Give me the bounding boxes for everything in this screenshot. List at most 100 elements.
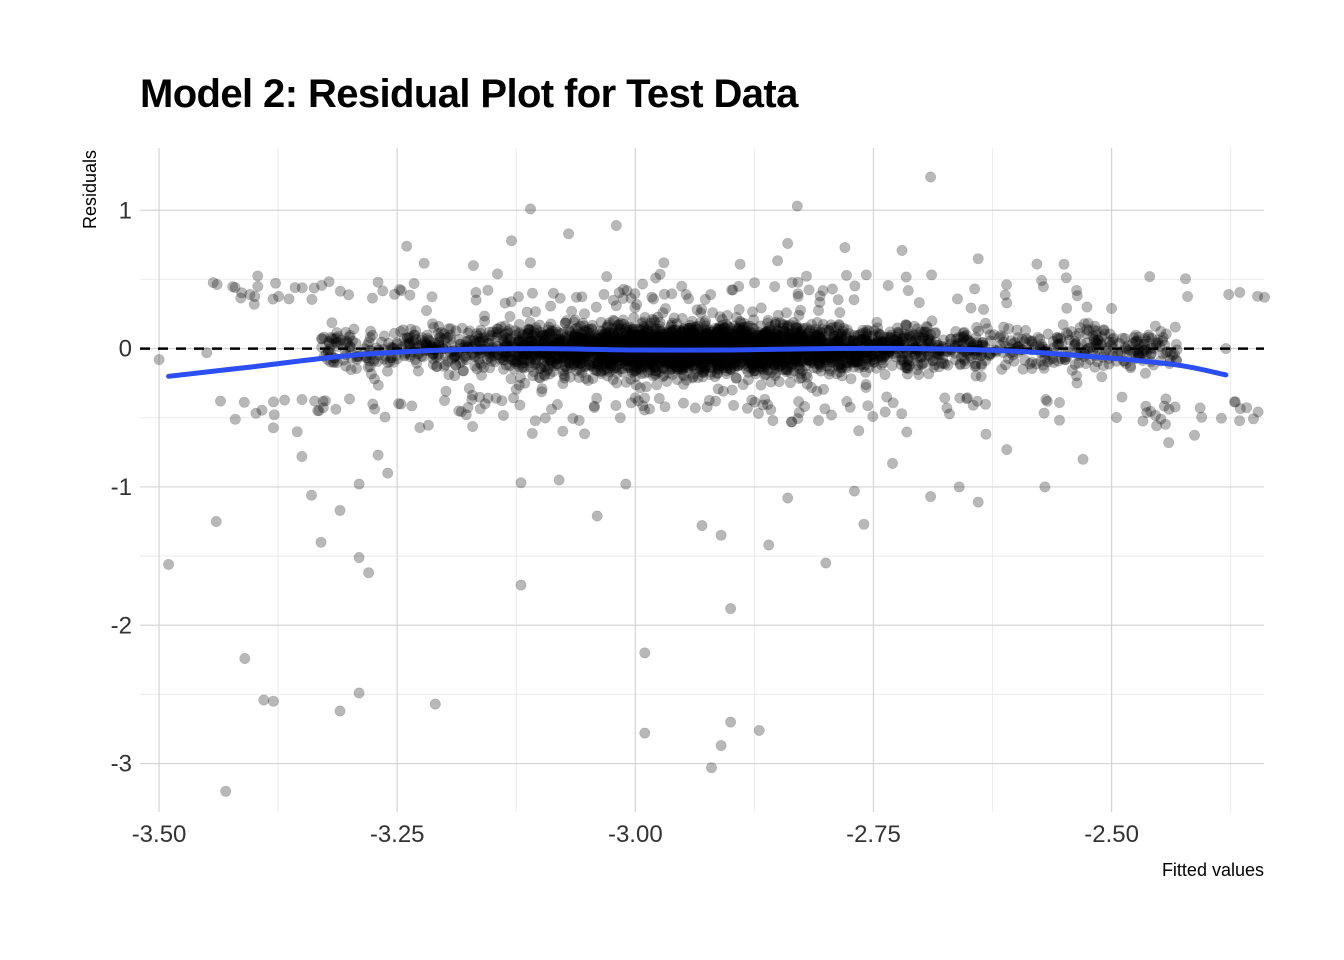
data-point bbox=[845, 352, 857, 364]
data-point bbox=[684, 332, 696, 344]
data-point bbox=[955, 331, 967, 343]
data-point bbox=[842, 357, 854, 369]
data-point bbox=[591, 356, 603, 368]
y-tick-labels: 10-1-2-3 bbox=[111, 197, 132, 777]
data-point bbox=[534, 363, 546, 375]
data-point bbox=[559, 317, 571, 329]
data-point bbox=[759, 327, 771, 339]
data-point bbox=[746, 355, 758, 367]
data-point bbox=[582, 374, 594, 386]
data-point bbox=[475, 324, 487, 336]
data-point bbox=[826, 283, 838, 295]
data-point bbox=[725, 322, 737, 334]
data-point bbox=[901, 426, 913, 438]
data-point bbox=[690, 352, 702, 364]
data-point bbox=[1001, 279, 1013, 291]
data-point bbox=[1144, 271, 1156, 283]
data-point bbox=[980, 428, 992, 440]
data-point bbox=[634, 332, 646, 344]
data-point bbox=[549, 356, 561, 368]
data-point bbox=[777, 318, 789, 330]
data-point bbox=[736, 330, 748, 342]
data-point bbox=[1038, 407, 1050, 419]
data-point bbox=[700, 353, 712, 365]
data-point bbox=[863, 325, 875, 337]
data-point bbox=[619, 330, 631, 342]
data-point bbox=[674, 333, 686, 345]
data-point bbox=[644, 326, 656, 338]
data-point bbox=[1098, 324, 1110, 336]
data-point bbox=[814, 332, 826, 344]
data-point bbox=[526, 427, 538, 439]
data-point bbox=[633, 333, 645, 345]
data-point bbox=[622, 362, 634, 374]
data-point bbox=[1180, 273, 1192, 285]
data-point bbox=[201, 347, 213, 359]
data-point bbox=[552, 326, 564, 338]
data-point bbox=[660, 329, 672, 341]
data-point bbox=[553, 474, 565, 486]
data-point bbox=[979, 317, 991, 329]
data-point bbox=[1026, 363, 1038, 375]
data-point bbox=[718, 353, 730, 365]
data-point bbox=[534, 326, 546, 338]
data-point bbox=[898, 356, 910, 368]
data-point bbox=[334, 504, 346, 516]
data-point bbox=[438, 394, 450, 406]
data-point bbox=[644, 332, 656, 344]
data-point bbox=[545, 403, 557, 415]
data-point bbox=[596, 336, 608, 348]
data-point bbox=[697, 336, 709, 348]
data-point bbox=[714, 311, 726, 323]
data-point bbox=[913, 368, 925, 380]
data-point bbox=[725, 603, 737, 615]
data-point bbox=[776, 364, 788, 376]
data-point bbox=[719, 330, 731, 342]
data-point bbox=[467, 420, 479, 432]
data-point bbox=[463, 382, 475, 394]
data-point bbox=[712, 367, 724, 379]
data-point bbox=[601, 271, 613, 283]
data-point bbox=[279, 394, 291, 406]
data-point bbox=[516, 357, 528, 369]
data-point bbox=[780, 307, 792, 319]
data-point bbox=[814, 290, 826, 302]
y-tick-label: -3 bbox=[111, 751, 132, 778]
data-point bbox=[627, 323, 639, 335]
data-point bbox=[666, 317, 678, 329]
data-point bbox=[220, 785, 232, 797]
data-point bbox=[750, 335, 762, 347]
data-point bbox=[749, 357, 761, 369]
data-point bbox=[768, 355, 780, 367]
data-point bbox=[868, 353, 880, 365]
data-point bbox=[411, 357, 423, 369]
data-point bbox=[926, 315, 938, 327]
data-point bbox=[618, 283, 630, 295]
data-point bbox=[640, 381, 652, 393]
data-point bbox=[456, 322, 468, 334]
data-point bbox=[961, 393, 973, 405]
data-point bbox=[925, 171, 937, 183]
data-point bbox=[621, 334, 633, 346]
data-point bbox=[1252, 406, 1264, 418]
data-point bbox=[897, 333, 909, 345]
data-point bbox=[621, 331, 633, 343]
grid-lines bbox=[140, 148, 1264, 812]
data-point bbox=[418, 257, 430, 269]
data-point bbox=[1038, 362, 1050, 374]
data-point bbox=[348, 323, 360, 335]
data-point bbox=[571, 354, 583, 366]
data-point bbox=[729, 331, 741, 343]
data-point bbox=[330, 403, 342, 415]
data-point bbox=[583, 359, 595, 371]
data-point bbox=[660, 353, 672, 365]
data-point bbox=[1036, 274, 1048, 286]
data-point bbox=[896, 352, 908, 364]
data-point bbox=[536, 329, 548, 341]
data-point bbox=[756, 363, 768, 375]
data-point bbox=[738, 355, 750, 367]
data-point bbox=[1060, 272, 1072, 284]
data-point bbox=[874, 329, 886, 341]
data-point bbox=[884, 326, 896, 338]
data-point bbox=[590, 364, 602, 376]
